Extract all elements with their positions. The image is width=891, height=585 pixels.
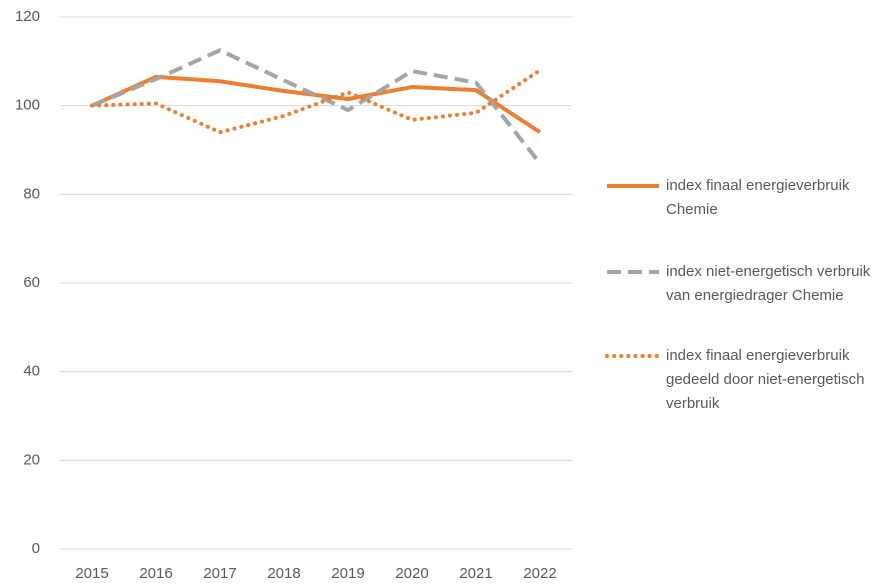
- x-tick-label: 2020: [395, 565, 428, 582]
- x-tick-label: 2015: [75, 565, 108, 582]
- x-tick-label: 2021: [459, 565, 492, 582]
- series-line: [90, 68, 542, 135]
- x-tick-label: 2019: [331, 565, 364, 582]
- series-line: [91, 48, 542, 165]
- series-line: [91, 74, 542, 134]
- y-tick-label: 80: [23, 185, 40, 202]
- x-tick-label: 2022: [523, 565, 556, 582]
- legend-label: index finaal energieverbruik Chemie: [666, 177, 850, 218]
- x-tick-label: 2016: [139, 565, 172, 582]
- y-tick-label: 0: [32, 540, 40, 557]
- x-tick-label: 2018: [267, 565, 300, 582]
- y-tick-label: 100: [15, 97, 40, 114]
- x-tick-label: 2017: [203, 565, 236, 582]
- legend-label: index finaal energieverbruik gedeeld doo…: [666, 347, 865, 412]
- y-tick-label: 20: [23, 451, 40, 468]
- legend-label: index niet-energetisch verbruik van ener…: [666, 263, 871, 304]
- y-tick-label: 60: [23, 274, 40, 291]
- y-tick-label: 120: [15, 8, 40, 25]
- y-tick-label: 40: [23, 363, 40, 380]
